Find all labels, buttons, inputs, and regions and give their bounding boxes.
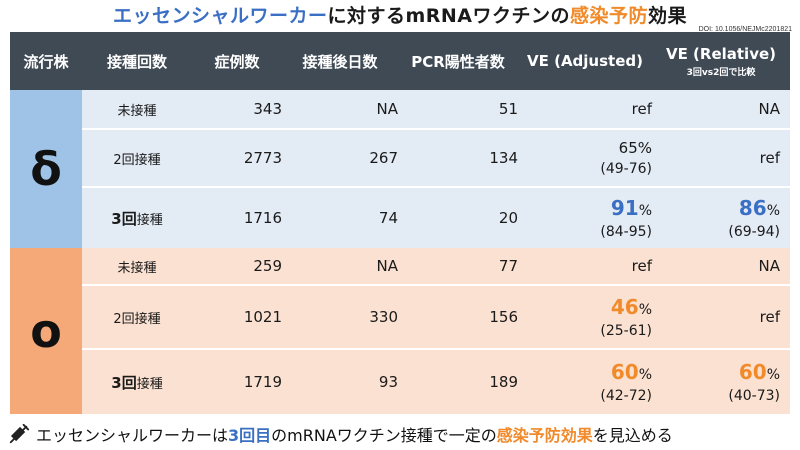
title-part-effect: 効果 [648, 5, 688, 27]
percent-sign: % [638, 367, 652, 383]
cell-ve-adjusted: 91% (84-95) [518, 188, 652, 248]
cell-ve-relative: NA [652, 248, 780, 284]
doi-label: DOI: 10.1056/NEJMc2201821 [698, 26, 792, 33]
footer-prevention-effect: 感染予防効果 [496, 426, 593, 445]
header-ve-relative-label: VE (Relative) [665, 44, 777, 63]
ve-adjusted-ci: (84-95) [600, 224, 652, 240]
dose-number: 3回 [111, 373, 137, 392]
group-delta: δ 未接種 343 NA 51 ref NA 2回接種 2773 267 134… [10, 90, 790, 248]
header-ve-relative: VE (Relative) 3回vs2回で比較 [652, 32, 790, 90]
cell-cases: 1716 [243, 209, 282, 227]
ve-relative-value: ref [759, 308, 780, 326]
cell-ve-relative: ref [652, 286, 780, 348]
ve-adjusted-ci: (25-61) [600, 323, 652, 339]
ve-adjusted-highlight: 91 [610, 196, 639, 220]
footer-text-2: のmRNAワクチン接種で一定の [271, 426, 497, 445]
table-row: 未接種 259 NA 77 ref NA [82, 248, 790, 286]
cell-days: 74 [378, 209, 398, 227]
title-part-middle: に対するmRNAワクチンの [327, 5, 571, 27]
title-part-infection-prevention: 感染予防 [570, 5, 649, 27]
ve-relative-value: NA [758, 100, 780, 118]
cell-dose: 未接種 [117, 103, 157, 119]
header-dose: 接種回数 [106, 52, 167, 71]
cell-dose: 2回接種 [113, 152, 161, 168]
percent-sign: % [638, 203, 652, 219]
slide-title: エッセンシャルワーカーに対するmRNAワクチンの感染予防効果 [0, 0, 800, 32]
dose-suffix: 接種 [136, 212, 163, 228]
ve-relative-value: NA [758, 257, 780, 275]
cell-ve-adjusted: 46% (25-61) [518, 286, 652, 348]
cell-ve-relative: 60% (40-73) [652, 350, 780, 414]
table-row: 3回 接種 1719 93 189 60% (42-72) 60% (40-73) [82, 350, 790, 414]
cell-dose: 2回接種 [113, 311, 161, 327]
group-omicron: o 未接種 259 NA 77 ref NA 2回接種 1021 330 156… [10, 248, 790, 414]
cell-cases: 1719 [243, 373, 282, 391]
cell-days: NA [376, 100, 398, 118]
cell-ve-adjusted: ref [518, 90, 652, 128]
cell-pcr: 134 [489, 149, 518, 167]
cell-dose: 3回 接種 [82, 350, 192, 414]
cell-pcr: 51 [498, 100, 518, 118]
ve-relative-value: ref [759, 149, 780, 167]
percent-sign: % [766, 367, 780, 383]
table-header: 流行株 接種回数 症例数 接種後日数 PCR陽性者数 VE (Adjusted)… [10, 32, 790, 90]
ve-adjusted-highlight: 60 [610, 360, 639, 384]
cell-ve-relative: 86% (69-94) [652, 188, 780, 248]
header-ve-adjusted: VE (Adjusted) [527, 52, 643, 70]
cell-days: 267 [369, 149, 398, 167]
cell-dose: 未接種 [117, 260, 157, 276]
ve-table: 流行株 接種回数 症例数 接種後日数 PCR陽性者数 VE (Adjusted)… [10, 32, 790, 414]
header-cases: 症例数 [214, 52, 260, 71]
cell-ve-relative: ref [652, 130, 780, 186]
footer-third-dose: 3回目 [228, 426, 272, 445]
footer-text-3: を見込める [592, 426, 673, 445]
dose-number: 3回 [111, 209, 137, 228]
cell-cases: 2773 [243, 149, 282, 167]
table-row: 2回接種 2773 267 134 65% (49-76) ref [82, 130, 790, 188]
cell-cases: 259 [253, 257, 282, 275]
cell-cases: 1021 [243, 308, 282, 326]
cell-days: 330 [369, 308, 398, 326]
header-pcr: PCR陽性者数 [411, 52, 505, 71]
strain-label-omicron: o [10, 248, 82, 414]
table-row: 2回接種 1021 330 156 46% (25-61) ref [82, 286, 790, 350]
table-row: 未接種 343 NA 51 ref NA [82, 90, 790, 130]
header-days: 接種後日数 [302, 52, 378, 71]
ve-adjusted-highlight: 46 [610, 295, 639, 319]
cell-ve-adjusted: 65% (49-76) [518, 130, 652, 186]
cell-ve-relative: NA [652, 90, 780, 128]
ve-relative-ci: (40-73) [728, 388, 780, 404]
cell-ve-adjusted: ref [518, 248, 652, 284]
ve-adjusted-value: ref [631, 100, 652, 118]
ve-relative-ci: (69-94) [728, 224, 780, 240]
cell-cases: 343 [253, 100, 282, 118]
ve-relative-highlight: 60 [738, 360, 767, 384]
cell-ve-adjusted: 60% (42-72) [518, 350, 652, 414]
conclusion-footer: エッセンシャルワーカーは 3回目 のmRNAワクチン接種で一定の 感染予防効果 を見込め… [0, 418, 800, 450]
percent-sign: % [766, 203, 780, 219]
cell-dose: 3回 接種 [82, 188, 192, 248]
dose-suffix: 接種 [136, 376, 163, 392]
ve-relative-highlight: 86 [738, 196, 767, 220]
syringe-icon [9, 423, 30, 444]
ve-adjusted-ci: (49-76) [600, 161, 652, 177]
cell-pcr: 77 [498, 257, 518, 275]
ve-adjusted-value: 65% [618, 139, 652, 157]
cell-pcr: 20 [498, 209, 518, 227]
percent-sign: % [638, 302, 652, 318]
header-ve-relative-sub: 3回vs2回で比較 [686, 67, 756, 78]
cell-days: NA [376, 257, 398, 275]
cell-pcr: 189 [489, 373, 518, 391]
ve-adjusted-value: ref [631, 257, 652, 275]
title-part-workers: エッセンシャルワーカー [112, 5, 328, 27]
footer-text-1: エッセンシャルワーカーは [36, 426, 229, 445]
header-strain: 流行株 [23, 52, 69, 71]
strain-label-delta: δ [10, 90, 82, 248]
ve-adjusted-ci: (42-72) [600, 388, 652, 404]
table-row: 3回 接種 1716 74 20 91% (84-95) 86% (69-94) [82, 188, 790, 248]
cell-days: 93 [378, 373, 398, 391]
cell-pcr: 156 [489, 308, 518, 326]
